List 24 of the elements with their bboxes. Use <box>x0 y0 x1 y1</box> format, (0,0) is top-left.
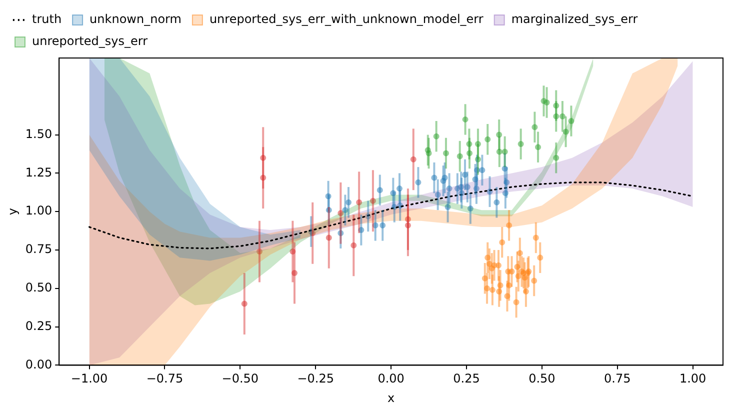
legend-label: unknown_norm <box>90 12 182 26</box>
y-tick-label: 1.50 <box>25 126 52 141</box>
x-tick-label: 0.00 <box>378 372 404 386</box>
line-series <box>88 182 694 250</box>
legend-label: marginalized_sys_err <box>511 12 638 26</box>
y-tick-label: 0.50 <box>25 280 52 295</box>
x-tick-label: 1.00 <box>679 372 706 386</box>
x-axis-title: x <box>388 390 395 405</box>
legend-label: unreported_sys_err_with_unknown_model_err <box>209 12 484 26</box>
y-tick-label: 0.00 <box>25 357 52 372</box>
x-tick-label: 0.50 <box>528 372 556 386</box>
x-tick-label: −0.50 <box>222 372 259 386</box>
y-tick-label: 0.75 <box>25 242 52 256</box>
y-tick-label: 1.00 <box>25 204 52 218</box>
y-axis-title: y <box>5 208 20 216</box>
legend-label: unreported_sys_err <box>32 34 148 48</box>
x-tick-label: 0.75 <box>604 372 631 386</box>
y-tick-label: 0.25 <box>25 318 52 333</box>
legend-label: truth <box>32 12 62 26</box>
x-tick-label: −1.00 <box>70 372 108 386</box>
x-tick-label: −0.25 <box>297 372 334 386</box>
x-tick-label: 0.25 <box>453 372 480 386</box>
x-tick-label: −0.75 <box>146 372 184 386</box>
y-tick-label: 1.25 <box>25 165 52 180</box>
